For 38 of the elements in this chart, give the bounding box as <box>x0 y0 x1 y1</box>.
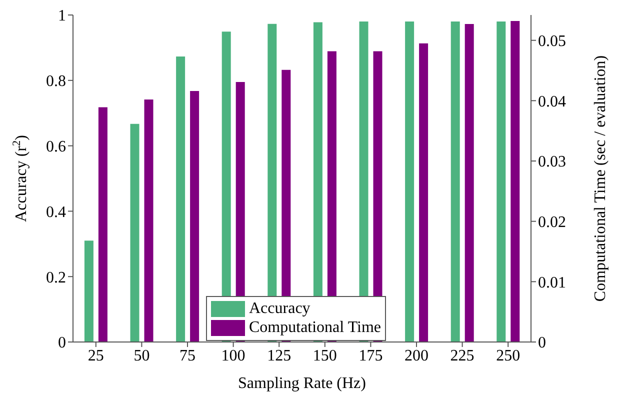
x-tick-label: 250 <box>496 347 520 364</box>
bar <box>130 124 140 342</box>
x-tick-label: 100 <box>221 347 246 364</box>
x-tick-label: 50 <box>134 347 150 364</box>
y-tick-label: 0.2 <box>46 269 66 286</box>
x-axis-title: Sampling Rate (Hz) <box>238 375 366 392</box>
bar <box>405 22 414 342</box>
bar <box>98 107 108 342</box>
y-tick-label: 0 <box>58 334 66 352</box>
bar <box>176 56 186 342</box>
bar <box>510 21 520 342</box>
bar <box>450 22 460 342</box>
bar <box>144 99 154 342</box>
bar <box>419 43 428 342</box>
x-tick-label: 175 <box>358 347 383 364</box>
x-tick-label: 225 <box>450 347 474 364</box>
legend-label: Accuracy <box>249 300 310 318</box>
bar <box>464 24 474 342</box>
bar <box>190 91 200 342</box>
y2-tick-label: 0.05 <box>538 33 566 50</box>
y2-tick-label: 0 <box>538 334 546 352</box>
x-tick-label: 150 <box>312 347 337 364</box>
x-tick-label: 125 <box>267 347 292 364</box>
bar <box>84 240 94 342</box>
y-tick-label: 1 <box>58 8 66 25</box>
y2-tick-label: 0.04 <box>538 93 566 110</box>
y2-axis-title: Computational Time (sec / evaluation) <box>592 55 609 302</box>
legend-label: Computational Time <box>249 319 382 337</box>
bar <box>496 22 506 342</box>
y2-tick-label: 0.02 <box>538 214 566 232</box>
y-tick-label: 0.4 <box>46 204 66 221</box>
x-tick-label: 25 <box>88 347 104 364</box>
y2-tick-label: 0.01 <box>538 274 566 292</box>
y2-tick-label: 0.03 <box>538 154 566 171</box>
x-tick-label: 200 <box>404 347 428 364</box>
y-tick-label: 0.8 <box>46 73 66 90</box>
y-tick-label: 0.6 <box>46 138 66 156</box>
x-tick-label: 75 <box>180 347 196 364</box>
